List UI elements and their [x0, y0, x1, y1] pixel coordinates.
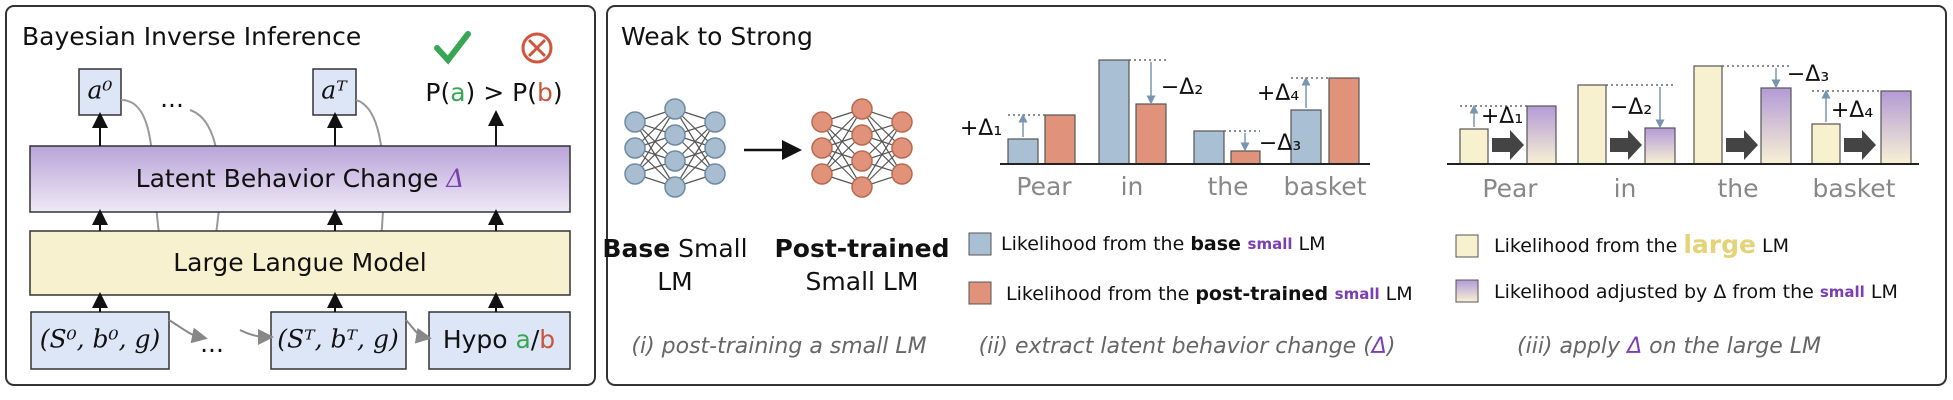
node — [624, 163, 646, 185]
node — [664, 176, 686, 198]
delta-label: −Δ₃ — [1787, 62, 1829, 87]
hypo-label: Hypo a/b — [443, 325, 555, 354]
right-panel — [606, 5, 1947, 386]
output-box — [312, 68, 357, 116]
post-label: Post-trained — [774, 234, 949, 263]
output-label: a⁰ — [88, 76, 113, 105]
edge — [821, 108, 863, 175]
node — [664, 124, 686, 146]
delta-guides — [1008, 59, 1329, 152]
delta-label: −Δ₃ — [1259, 131, 1301, 156]
delta-label: +Δ₄ — [1257, 81, 1299, 106]
legend-text: Likelihood adjusted by Δ from the small … — [1494, 281, 1898, 303]
ellipsis: ... — [160, 84, 184, 113]
right-title: Weak to Strong — [621, 22, 813, 51]
cross-icon — [521, 32, 553, 64]
arrows — [92, 110, 504, 312]
node — [811, 111, 833, 133]
node — [851, 150, 873, 172]
check-icon — [434, 31, 471, 65]
base-label: LM — [657, 267, 693, 296]
caption: (ii) extract latent behavior change (Δ) — [979, 334, 1396, 359]
legend-swatch — [968, 232, 992, 256]
node — [664, 150, 686, 172]
word: the — [1717, 174, 1758, 203]
delta-label: +Δ₄ — [1831, 98, 1873, 123]
node — [704, 111, 726, 133]
node — [811, 137, 833, 159]
node — [851, 124, 873, 146]
model-label: Large Langue Model — [173, 248, 426, 277]
post-label: Small LM — [806, 267, 919, 296]
edge — [674, 121, 716, 188]
input-box — [30, 311, 170, 370]
legend-text: Likelihood from the large LM — [1494, 230, 1789, 259]
delta-label: −Δ₂ — [1610, 95, 1652, 120]
bars-iii — [1459, 65, 1912, 165]
node — [891, 137, 913, 159]
node — [704, 163, 726, 185]
node — [624, 111, 646, 133]
delta-guides — [1460, 65, 1881, 129]
word: in — [1614, 174, 1637, 203]
legend-swatch — [968, 281, 992, 305]
model-box — [29, 230, 571, 296]
input-label: (Sᵀ, bᵀ, g) — [277, 325, 398, 354]
delta-label: −Δ₂ — [1161, 75, 1203, 100]
base-network — [624, 98, 726, 198]
left-title: Bayesian Inverse Inference — [22, 22, 361, 51]
node — [891, 163, 913, 185]
node — [811, 163, 833, 185]
word: in — [1121, 172, 1144, 201]
flow-arrow — [239, 328, 274, 345]
hypo-box — [428, 311, 571, 370]
word: basket — [1813, 174, 1896, 203]
node — [891, 111, 913, 133]
ellipsis: ... — [200, 329, 224, 358]
delta-label: +Δ₁ — [1481, 104, 1523, 129]
post-network — [811, 98, 913, 198]
edge — [861, 121, 903, 188]
word: basket — [1284, 172, 1367, 201]
node — [704, 137, 726, 159]
word: Pear — [1482, 174, 1538, 203]
input-label: (S⁰, b⁰, g) — [40, 325, 160, 354]
caption: (i) post-training a small LM — [631, 334, 926, 359]
delta-label: +Δ₁ — [960, 116, 1002, 141]
output-label: aᵀ — [321, 76, 348, 105]
latent-label: Latent Behavior Change Δ — [136, 164, 465, 194]
node — [851, 98, 873, 120]
legend-text: Likelihood from the post-trained small L… — [1006, 283, 1413, 305]
node — [664, 98, 686, 120]
legend-text: Likelihood from the base small LM — [1001, 233, 1326, 255]
legend-swatch — [1455, 279, 1479, 303]
legend-swatch — [1455, 234, 1479, 258]
caption: (iii) apply Δ on the large LM — [1517, 334, 1821, 359]
node — [624, 137, 646, 159]
word: Pear — [1016, 172, 1072, 201]
shift-arrows — [1492, 130, 1876, 160]
base-label: Base Small — [602, 234, 747, 263]
flow-arrow — [405, 319, 432, 344]
input-box — [270, 311, 407, 370]
node — [851, 176, 873, 198]
flow-arrow — [168, 319, 208, 344]
latent-box — [29, 145, 571, 213]
output-box — [78, 68, 122, 116]
word: the — [1207, 172, 1248, 201]
edge — [634, 108, 676, 175]
comparison: P(a) > P(b) — [425, 78, 562, 107]
